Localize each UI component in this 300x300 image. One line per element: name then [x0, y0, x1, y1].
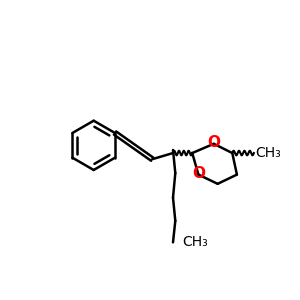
Text: O: O [207, 135, 220, 150]
Text: O: O [192, 166, 205, 181]
Text: CH₃: CH₃ [182, 236, 208, 249]
Text: CH₃: CH₃ [255, 146, 281, 160]
